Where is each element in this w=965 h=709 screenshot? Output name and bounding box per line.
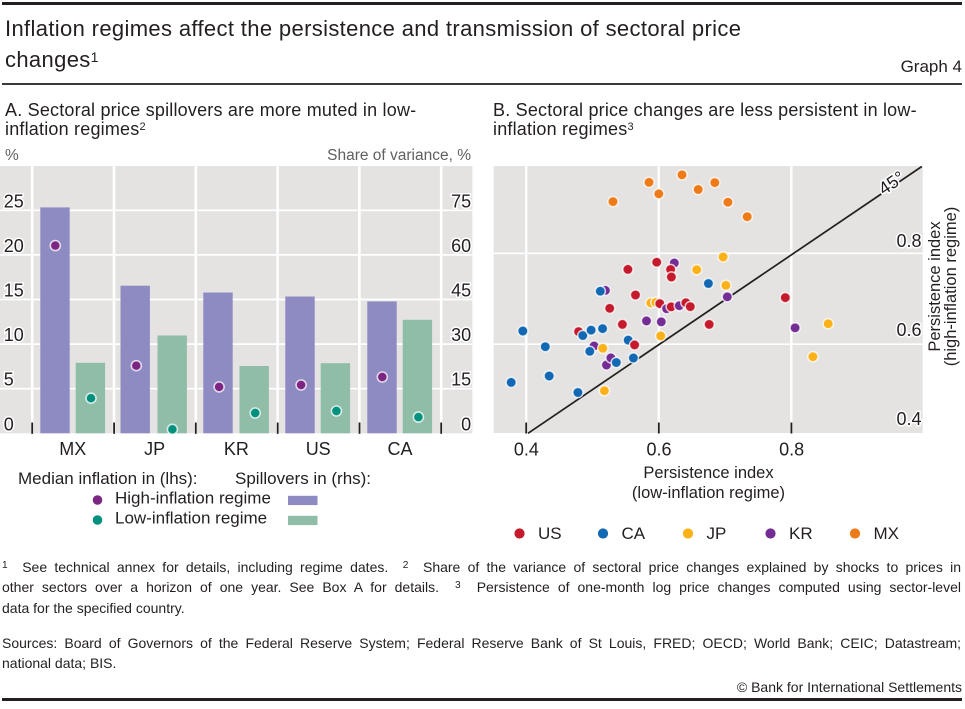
svg-text:(high-inflation regime): (high-inflation regime) <box>942 207 960 367</box>
svg-text:US: US <box>306 439 331 459</box>
svg-text:Spillovers in (rhs):: Spillovers in (rhs): <box>235 469 371 488</box>
svg-text:0.6: 0.6 <box>646 440 671 460</box>
svg-text:Median inflation in (lhs):: Median inflation in (lhs): <box>18 469 198 488</box>
svg-text:15: 15 <box>4 281 24 301</box>
svg-text:Persistence index: Persistence index <box>643 464 774 482</box>
svg-text:20: 20 <box>4 236 24 256</box>
svg-text:0.8: 0.8 <box>779 440 804 460</box>
svg-text:High-inflation regime: High-inflation regime <box>115 489 271 508</box>
svg-text:0: 0 <box>4 414 14 434</box>
svg-text:0: 0 <box>461 414 471 434</box>
svg-text:JP: JP <box>707 524 727 543</box>
svg-text:60: 60 <box>451 236 471 256</box>
svg-text:JP: JP <box>144 439 165 459</box>
svg-text:KR: KR <box>224 439 249 459</box>
svg-text:MX: MX <box>874 524 900 543</box>
svg-text:Persistence index: Persistence index <box>926 221 944 352</box>
svg-text:Share of variance, %: Share of variance, % <box>327 147 471 164</box>
svg-text:0.8: 0.8 <box>896 231 921 251</box>
svg-text:KR: KR <box>789 524 813 543</box>
svg-text:10: 10 <box>4 325 24 345</box>
svg-text:(low-inflation regime): (low-inflation regime) <box>632 484 785 502</box>
svg-text:30: 30 <box>451 325 471 345</box>
svg-text:CA: CA <box>622 524 646 543</box>
svg-text:0.4: 0.4 <box>896 409 921 429</box>
svg-text:CA: CA <box>387 439 412 459</box>
svg-text:5: 5 <box>4 370 14 390</box>
svg-text:MX: MX <box>59 439 86 459</box>
svg-text:US: US <box>538 524 562 543</box>
svg-text:45: 45 <box>451 281 471 301</box>
svg-text:Low-inflation regime: Low-inflation regime <box>115 509 267 528</box>
svg-text:25: 25 <box>4 191 24 211</box>
svg-text:0.4: 0.4 <box>514 440 539 460</box>
svg-text:%: % <box>5 147 19 164</box>
svg-text:15: 15 <box>451 370 471 390</box>
svg-text:0.6: 0.6 <box>896 320 921 340</box>
svg-text:75: 75 <box>451 191 471 211</box>
